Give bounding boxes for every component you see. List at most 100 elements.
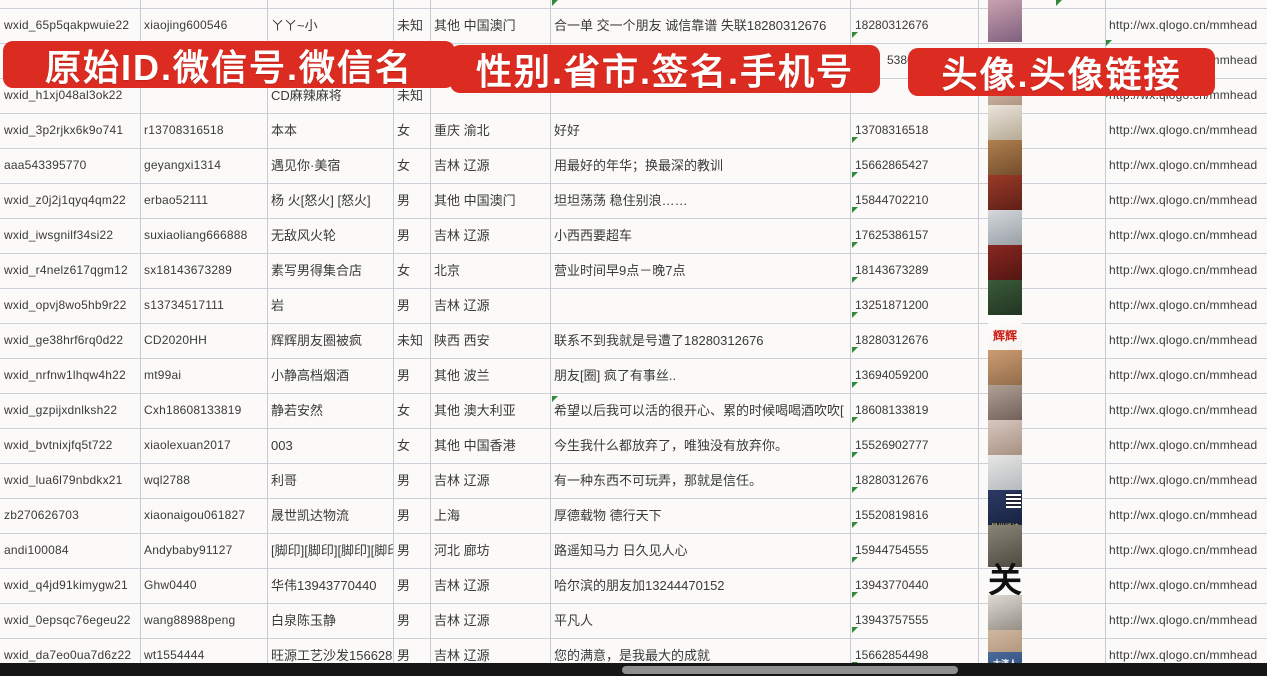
cell-signature[interactable]: 路遥知马力 日久见人心 [554,543,688,558]
cell-gender[interactable]: 男 [397,228,411,243]
cell-wechat-name[interactable]: 003 [271,438,293,453]
cell-phone[interactable]: 15944754555 [855,543,929,557]
cell-wechat-id[interactable]: wang88988peng [144,613,236,627]
cell-wechat-id[interactable]: wt1554444 [144,648,205,662]
cell-original-id[interactable]: wxid_iwsgnilf34si22 [4,228,114,242]
cell-wechat-name[interactable]: ㄚㄚ~小 [271,18,318,33]
cell-phone[interactable]: 13708316518 [855,123,929,137]
cell-wechat-id[interactable]: Cxh18608133819 [144,403,242,417]
cell-wechat-id[interactable]: xiaolexuan2017 [144,438,231,452]
horizontal-scrollbar-thumb[interactable] [622,666,958,674]
cell-avatar-url[interactable]: http://wx.qlogo.cn/mmhead [1109,228,1258,242]
cell-gender[interactable]: 男 [397,648,411,663]
cell-region[interactable]: 吉林 辽源 [434,613,490,628]
cell-gender[interactable]: 女 [397,403,411,418]
cell-original-id[interactable]: wxid_z0j2j1qyq4qm22 [4,193,126,207]
cell-region[interactable]: 其他 中国香港 [434,438,516,453]
cell-wechat-id[interactable]: wql2788 [144,473,191,487]
cell-gender[interactable]: 未知 [397,18,424,33]
cell-region[interactable]: 吉林 辽源 [434,648,490,663]
cell-original-id[interactable]: zb270626703 [4,508,79,522]
cell-wechat-name[interactable]: 白泉陈玉静 [271,613,337,628]
cell-gender[interactable]: 未知 [397,88,424,103]
cell-avatar-url[interactable]: http://wx.qlogo.cn/mmhead [1109,298,1258,312]
cell-gender[interactable]: 女 [397,123,411,138]
cell-phone[interactable]: 13943770440 [855,578,929,592]
cell-signature[interactable]: 平凡人 [554,613,594,628]
cell-avatar-url[interactable]: http://wx.qlogo.cn/mmhead [1109,18,1258,32]
cell-avatar-url[interactable]: http://wx.qlogo.cn/mmhead [1109,508,1258,522]
cell-wechat-id[interactable]: suxiaoliang666888 [144,228,248,242]
cell-wechat-name[interactable]: 遇见你·美宿 [271,158,341,173]
cell-original-id[interactable]: aaa543395770 [4,158,87,172]
cell-wechat-name[interactable]: 素写男得集合店 [271,263,363,278]
cell-wechat-id[interactable]: erbao52111 [144,193,209,207]
cell-gender[interactable]: 女 [397,438,411,453]
cell-avatar-url[interactable]: http://wx.qlogo.cn/mmhead [1109,473,1258,487]
cell-region[interactable]: 吉林 辽源 [434,158,490,173]
cell-avatar-url[interactable]: http://wx.qlogo.cn/mmhead [1109,648,1258,662]
cell-region[interactable]: 其他 中国澳门 [434,193,516,208]
cell-phone[interactable]: 18280312676 [855,333,929,347]
cell-signature[interactable]: 希望以后我可以活的很开心、累的时候喝喝酒吹吹[ [554,403,844,418]
cell-avatar-url[interactable]: http://wx.qlogo.cn/mmhead [1109,123,1258,137]
cell-wechat-name[interactable]: CD麻辣麻将 [271,88,342,103]
cell-signature[interactable]: 联系不到我就是号遭了18280312676 [554,333,764,348]
cell-region[interactable]: 吉林 辽源 [434,228,490,243]
cell-wechat-id[interactable]: Andybaby91127 [144,543,233,557]
cell-signature[interactable]: 哈尔滨的朋友加13244470152 [554,578,725,593]
cell-wechat-name[interactable]: 岩 [271,298,285,313]
cell-avatar-url[interactable]: http://wx.qlogo.cn/mmhead [1109,368,1258,382]
cell-region[interactable]: 吉林 辽源 [434,578,490,593]
cell-wechat-id[interactable]: s13734517111 [144,298,225,312]
cell-wechat-id[interactable]: mt99ai [144,368,182,382]
cell-region[interactable]: 河北 廊坊 [434,543,490,558]
cell-wechat-name[interactable]: 静若安然 [271,403,324,418]
cell-region[interactable]: 陕西 西安 [434,333,490,348]
cell-region[interactable]: 其他 中国澳门 [434,18,516,33]
cell-phone[interactable]: 15844702210 [855,193,929,207]
cell-phone[interactable]: 5386 [887,53,914,67]
cell-phone[interactable]: 15526902777 [855,438,929,452]
cell-phone[interactable]: 15520819816 [855,508,929,522]
cell-phone[interactable]: 13251871200 [855,298,929,312]
cell-original-id[interactable]: wxid_lua6l79nbdkx21 [4,473,123,487]
cell-signature[interactable]: 厚德载物 德行天下 [554,508,662,523]
cell-original-id[interactable]: wxid_opvj8wo5hb9r22 [4,298,127,312]
cell-gender[interactable]: 男 [397,508,411,523]
cell-signature[interactable]: 您的满意，是我最大的成就 [554,648,711,663]
cell-signature[interactable]: 好好 [554,123,581,138]
cell-original-id[interactable]: wxid_65p5qakpwuie22 [4,18,130,32]
cell-region[interactable]: 其他 澳大利亚 [434,403,516,418]
cell-avatar-url[interactable]: http://wx.qlogo.cn/mmhead [1109,158,1258,172]
cell-gender[interactable]: 女 [397,158,411,173]
cell-signature[interactable]: 今生我什么都放弃了，唯独没有放弃你。 [554,438,789,453]
cell-phone[interactable]: 13694059200 [855,368,929,382]
cell-wechat-name[interactable]: 华伟13943770440 [271,578,377,593]
cell-signature[interactable]: 小西西要超车 [554,228,633,243]
cell-gender[interactable]: 男 [397,368,411,383]
cell-original-id[interactable]: wxid_gzpijxdnlksh22 [4,403,118,417]
cell-wechat-name[interactable]: 本本 [271,123,298,138]
cell-avatar-url[interactable]: http://wx.qlogo.cn/mmhead [1109,263,1258,277]
cell-wechat-name[interactable]: 辉辉朋友圈被疯 [271,333,363,348]
cell-wechat-id[interactable]: xiaonaigou061827 [144,508,246,522]
cell-region[interactable]: 吉林 辽源 [434,298,490,313]
cell-phone[interactable]: 15662854498 [855,648,929,662]
cell-region[interactable]: 吉林 辽源 [434,473,490,488]
cell-avatar-url[interactable]: http://wx.qlogo.cn/mmhead [1109,438,1258,452]
cell-original-id[interactable]: wxid_nrfnw1lhqw4h22 [4,368,126,382]
cell-wechat-id[interactable]: r13708316518 [144,123,224,137]
cell-phone[interactable]: 18280312676 [855,18,929,32]
cell-wechat-name[interactable]: 旺源工艺沙发15662854 [271,648,393,663]
cell-phone[interactable]: 18280312676 [855,473,929,487]
cell-phone[interactable]: 18608133819 [855,403,929,417]
cell-signature[interactable]: 朋友[圈] 疯了有事丝.. [554,368,677,383]
cell-signature[interactable]: 合一单 交一个朋友 诚信靠谱 失联18280312676 [554,18,827,33]
cell-region[interactable]: 重庆 渝北 [434,123,490,138]
cell-wechat-id[interactable]: Ghw0440 [144,578,197,592]
cell-original-id[interactable]: wxid_bvtnixjfq5t722 [4,438,113,452]
cell-signature[interactable]: 用最好的年华；换最深的教训 [554,158,724,173]
cell-wechat-name[interactable]: 晟世凯达物流 [271,508,350,523]
cell-signature[interactable]: 有一种东西不可玩弄，那就是信任。 [554,473,763,488]
